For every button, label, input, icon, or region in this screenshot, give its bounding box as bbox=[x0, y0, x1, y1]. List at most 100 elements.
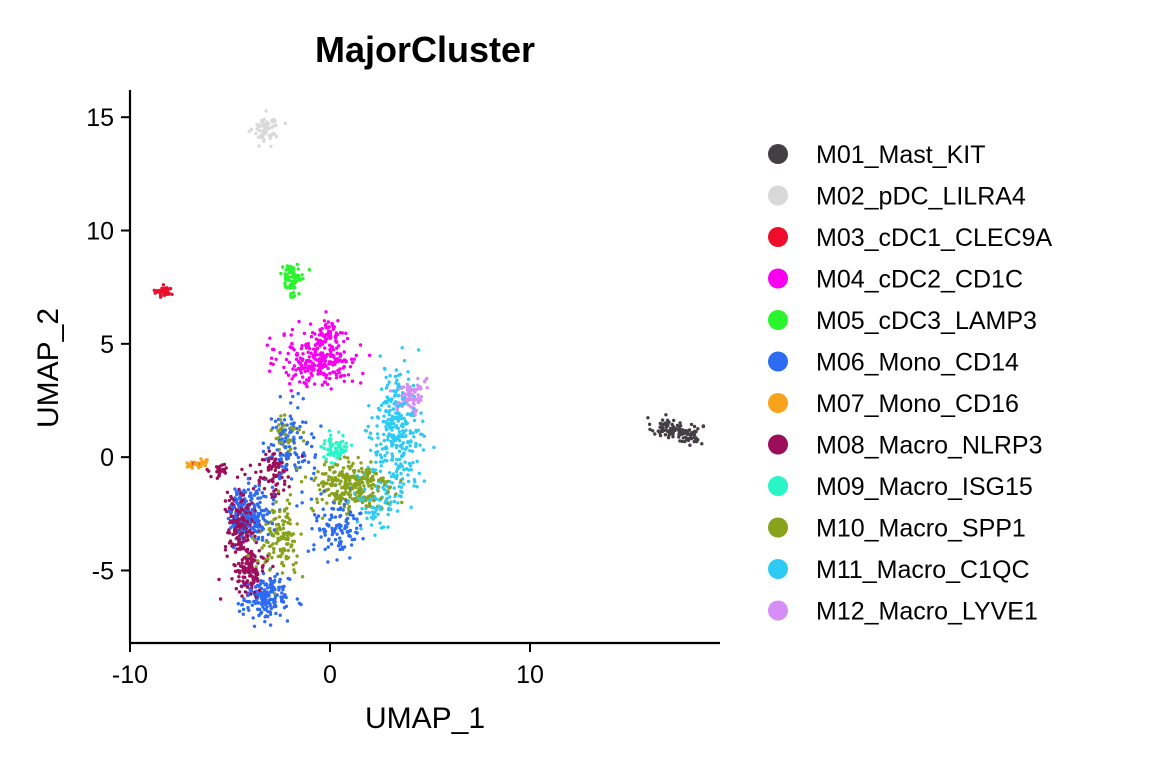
data-point bbox=[360, 466, 364, 471]
data-point bbox=[314, 342, 318, 346]
data-point bbox=[339, 540, 343, 544]
data-point bbox=[291, 394, 295, 399]
data-point bbox=[278, 547, 282, 552]
data-point bbox=[261, 121, 265, 125]
data-point bbox=[338, 454, 342, 459]
data-point bbox=[292, 568, 296, 572]
data-point bbox=[320, 332, 324, 336]
data-point bbox=[282, 547, 286, 551]
data-point bbox=[264, 507, 268, 511]
data-point bbox=[246, 530, 250, 534]
data-point bbox=[165, 286, 169, 290]
data-point bbox=[253, 576, 257, 581]
legend-swatch bbox=[768, 600, 788, 621]
data-point bbox=[236, 602, 240, 606]
data-point bbox=[359, 527, 363, 531]
data-point bbox=[299, 532, 303, 536]
data-point bbox=[271, 597, 276, 602]
data-point bbox=[350, 538, 354, 542]
data-point bbox=[302, 331, 307, 336]
data-point bbox=[394, 381, 398, 385]
data-point bbox=[660, 418, 665, 422]
data-point bbox=[279, 554, 283, 559]
data-point bbox=[312, 347, 316, 351]
data-point bbox=[333, 491, 337, 496]
data-point bbox=[412, 418, 417, 423]
data-point bbox=[407, 397, 412, 402]
data-point bbox=[271, 590, 275, 594]
data-point bbox=[335, 532, 339, 536]
data-point bbox=[261, 476, 265, 481]
data-point bbox=[281, 526, 286, 531]
data-point bbox=[286, 475, 290, 479]
y-tick-label: 5 bbox=[100, 331, 114, 359]
data-point bbox=[648, 427, 652, 432]
data-point bbox=[400, 500, 404, 505]
data-point bbox=[677, 432, 681, 437]
data-point bbox=[379, 403, 384, 407]
data-point bbox=[381, 476, 385, 480]
data-point bbox=[235, 493, 239, 497]
data-point bbox=[390, 442, 394, 446]
data-point bbox=[289, 333, 293, 337]
data-point bbox=[388, 502, 392, 507]
data-point bbox=[397, 414, 402, 418]
data-point bbox=[162, 293, 167, 297]
data-point bbox=[312, 547, 316, 552]
data-point bbox=[374, 443, 379, 447]
data-point bbox=[326, 366, 330, 371]
data-point bbox=[246, 507, 250, 511]
data-point bbox=[425, 376, 429, 381]
data-point bbox=[250, 536, 255, 540]
data-point bbox=[324, 322, 328, 327]
data-point bbox=[329, 334, 333, 338]
data-point bbox=[274, 134, 279, 139]
data-point bbox=[244, 561, 248, 566]
data-point bbox=[323, 533, 327, 537]
data-point bbox=[263, 125, 267, 130]
data-point bbox=[261, 441, 265, 445]
data-point bbox=[347, 504, 352, 509]
data-point bbox=[363, 487, 367, 491]
data-point bbox=[268, 369, 272, 373]
data-point bbox=[379, 526, 384, 530]
data-point bbox=[374, 460, 378, 464]
data-point bbox=[279, 595, 283, 599]
data-point bbox=[277, 526, 281, 531]
data-point bbox=[273, 604, 278, 609]
data-point bbox=[307, 355, 311, 359]
data-point bbox=[264, 452, 268, 457]
data-point bbox=[419, 398, 423, 402]
data-point bbox=[310, 331, 315, 335]
data-point bbox=[240, 602, 245, 607]
data-point bbox=[327, 493, 331, 498]
data-point bbox=[291, 266, 296, 270]
data-point bbox=[409, 413, 414, 417]
data-point bbox=[367, 353, 372, 357]
data-point bbox=[284, 554, 288, 559]
data-point bbox=[261, 605, 265, 609]
data-point bbox=[343, 481, 347, 485]
data-point bbox=[289, 438, 293, 442]
data-point bbox=[677, 435, 681, 439]
data-point bbox=[298, 465, 302, 470]
data-point bbox=[326, 330, 331, 334]
data-point bbox=[235, 524, 239, 529]
data-point bbox=[397, 449, 402, 453]
data-point bbox=[322, 442, 326, 446]
data-point bbox=[284, 604, 289, 608]
data-point bbox=[249, 531, 253, 535]
data-point bbox=[306, 549, 310, 553]
legend-label: M03_cDC1_CLEC9A bbox=[816, 224, 1053, 252]
data-point bbox=[285, 533, 289, 537]
data-point bbox=[286, 537, 290, 542]
data-point bbox=[327, 475, 331, 479]
data-point bbox=[322, 527, 326, 532]
data-point bbox=[328, 371, 332, 376]
data-point bbox=[267, 449, 271, 453]
data-point bbox=[405, 382, 409, 387]
data-point bbox=[237, 590, 242, 594]
data-point bbox=[349, 443, 354, 447]
data-point bbox=[266, 459, 271, 463]
data-point bbox=[268, 466, 272, 471]
